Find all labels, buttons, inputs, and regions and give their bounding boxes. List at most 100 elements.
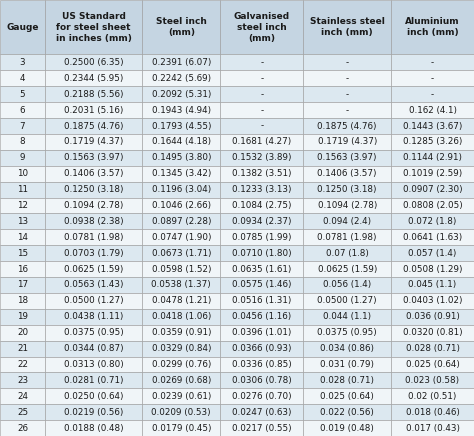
Text: -: -: [260, 122, 264, 130]
Bar: [220, 229, 303, 245]
Text: 21: 21: [17, 344, 28, 353]
Text: 0.017 (0.43): 0.017 (0.43): [406, 423, 459, 433]
Text: 12: 12: [17, 201, 28, 210]
Bar: [0, 404, 45, 420]
Text: 0.0785 (1.99): 0.0785 (1.99): [232, 233, 292, 242]
Text: 23: 23: [17, 376, 28, 385]
Text: 0.1046 (2.66): 0.1046 (2.66): [152, 201, 211, 210]
Bar: [220, 293, 303, 309]
Bar: [142, 341, 220, 357]
Text: 0.1250 (3.18): 0.1250 (3.18): [318, 185, 377, 194]
Text: 16: 16: [17, 265, 28, 274]
Bar: [0, 293, 45, 309]
Bar: [391, 70, 474, 86]
Text: 0.2031 (5.16): 0.2031 (5.16): [64, 106, 123, 115]
Bar: [45, 102, 142, 118]
Text: 0.0575 (1.46): 0.0575 (1.46): [232, 280, 292, 290]
Text: 0.1495 (3.80): 0.1495 (3.80): [152, 153, 211, 162]
Text: 25: 25: [17, 408, 28, 417]
Bar: [391, 166, 474, 182]
Text: 19: 19: [17, 312, 28, 321]
Bar: [391, 150, 474, 166]
Bar: [0, 182, 45, 198]
Text: 8: 8: [20, 137, 25, 146]
Bar: [0, 134, 45, 150]
Bar: [391, 372, 474, 388]
Text: 0.0188 (0.48): 0.0188 (0.48): [64, 423, 123, 433]
Bar: [391, 309, 474, 325]
Bar: [391, 0, 474, 54]
Text: 0.072 (1.8): 0.072 (1.8): [408, 217, 457, 226]
Text: 0.0747 (1.90): 0.0747 (1.90): [152, 233, 211, 242]
Bar: [220, 182, 303, 198]
Bar: [45, 182, 142, 198]
Bar: [220, 404, 303, 420]
Text: 0.1875 (4.76): 0.1875 (4.76): [318, 122, 377, 130]
Bar: [142, 420, 220, 436]
Bar: [45, 309, 142, 325]
Text: 0.0375 (0.95): 0.0375 (0.95): [64, 328, 124, 337]
Text: -: -: [346, 58, 349, 67]
Bar: [142, 388, 220, 404]
Bar: [142, 309, 220, 325]
Text: 0.07 (1.8): 0.07 (1.8): [326, 249, 369, 258]
Text: -: -: [431, 74, 434, 83]
Bar: [0, 277, 45, 293]
Text: 0.0336 (0.85): 0.0336 (0.85): [232, 360, 292, 369]
Text: 0.2500 (6.35): 0.2500 (6.35): [64, 58, 123, 67]
Bar: [142, 325, 220, 341]
Bar: [391, 388, 474, 404]
Text: 0.1532 (3.89): 0.1532 (3.89): [232, 153, 292, 162]
Text: 0.0538 (1.37): 0.0538 (1.37): [151, 280, 211, 290]
Text: 0.0641 (1.63): 0.0641 (1.63): [403, 233, 462, 242]
Text: 15: 15: [17, 249, 28, 258]
Bar: [142, 261, 220, 277]
Bar: [45, 420, 142, 436]
Text: 0.1382 (3.51): 0.1382 (3.51): [232, 169, 292, 178]
Bar: [0, 309, 45, 325]
Bar: [0, 372, 45, 388]
Text: 0.0396 (1.01): 0.0396 (1.01): [232, 328, 292, 337]
Text: 0.0359 (0.91): 0.0359 (0.91): [152, 328, 211, 337]
Bar: [303, 357, 391, 372]
Text: 0.0500 (1.27): 0.0500 (1.27): [318, 296, 377, 305]
Bar: [45, 372, 142, 388]
Text: 0.1943 (4.94): 0.1943 (4.94): [152, 106, 211, 115]
Text: 0.0313 (0.80): 0.0313 (0.80): [64, 360, 124, 369]
Text: 4: 4: [20, 74, 25, 83]
Bar: [303, 341, 391, 357]
Bar: [220, 341, 303, 357]
Bar: [303, 404, 391, 420]
Bar: [303, 198, 391, 214]
Text: 0.036 (0.91): 0.036 (0.91): [406, 312, 459, 321]
Bar: [45, 118, 142, 134]
Text: 0.1233 (3.13): 0.1233 (3.13): [232, 185, 292, 194]
Bar: [220, 166, 303, 182]
Bar: [391, 420, 474, 436]
Text: 0.0438 (1.11): 0.0438 (1.11): [64, 312, 123, 321]
Bar: [303, 277, 391, 293]
Text: 5: 5: [20, 90, 25, 99]
Text: 0.025 (0.64): 0.025 (0.64): [406, 360, 459, 369]
Bar: [303, 134, 391, 150]
Text: 6: 6: [20, 106, 25, 115]
Text: 0.056 (1.4): 0.056 (1.4): [323, 280, 371, 290]
Bar: [142, 102, 220, 118]
Bar: [142, 229, 220, 245]
Text: 0.023 (0.58): 0.023 (0.58): [405, 376, 460, 385]
Bar: [0, 229, 45, 245]
Text: 0.0344 (0.87): 0.0344 (0.87): [64, 344, 123, 353]
Text: 0.0179 (0.45): 0.0179 (0.45): [152, 423, 211, 433]
Bar: [45, 341, 142, 357]
Bar: [142, 150, 220, 166]
Bar: [0, 102, 45, 118]
Bar: [0, 388, 45, 404]
Bar: [220, 134, 303, 150]
Text: 0.0907 (2.30): 0.0907 (2.30): [403, 185, 462, 194]
Text: 0.0934 (2.37): 0.0934 (2.37): [232, 217, 292, 226]
Text: 0.2242 (5.69): 0.2242 (5.69): [152, 74, 211, 83]
Bar: [45, 277, 142, 293]
Text: 0.022 (0.56): 0.022 (0.56): [320, 408, 374, 417]
Text: 0.018 (0.46): 0.018 (0.46): [406, 408, 459, 417]
Text: 14: 14: [17, 233, 28, 242]
